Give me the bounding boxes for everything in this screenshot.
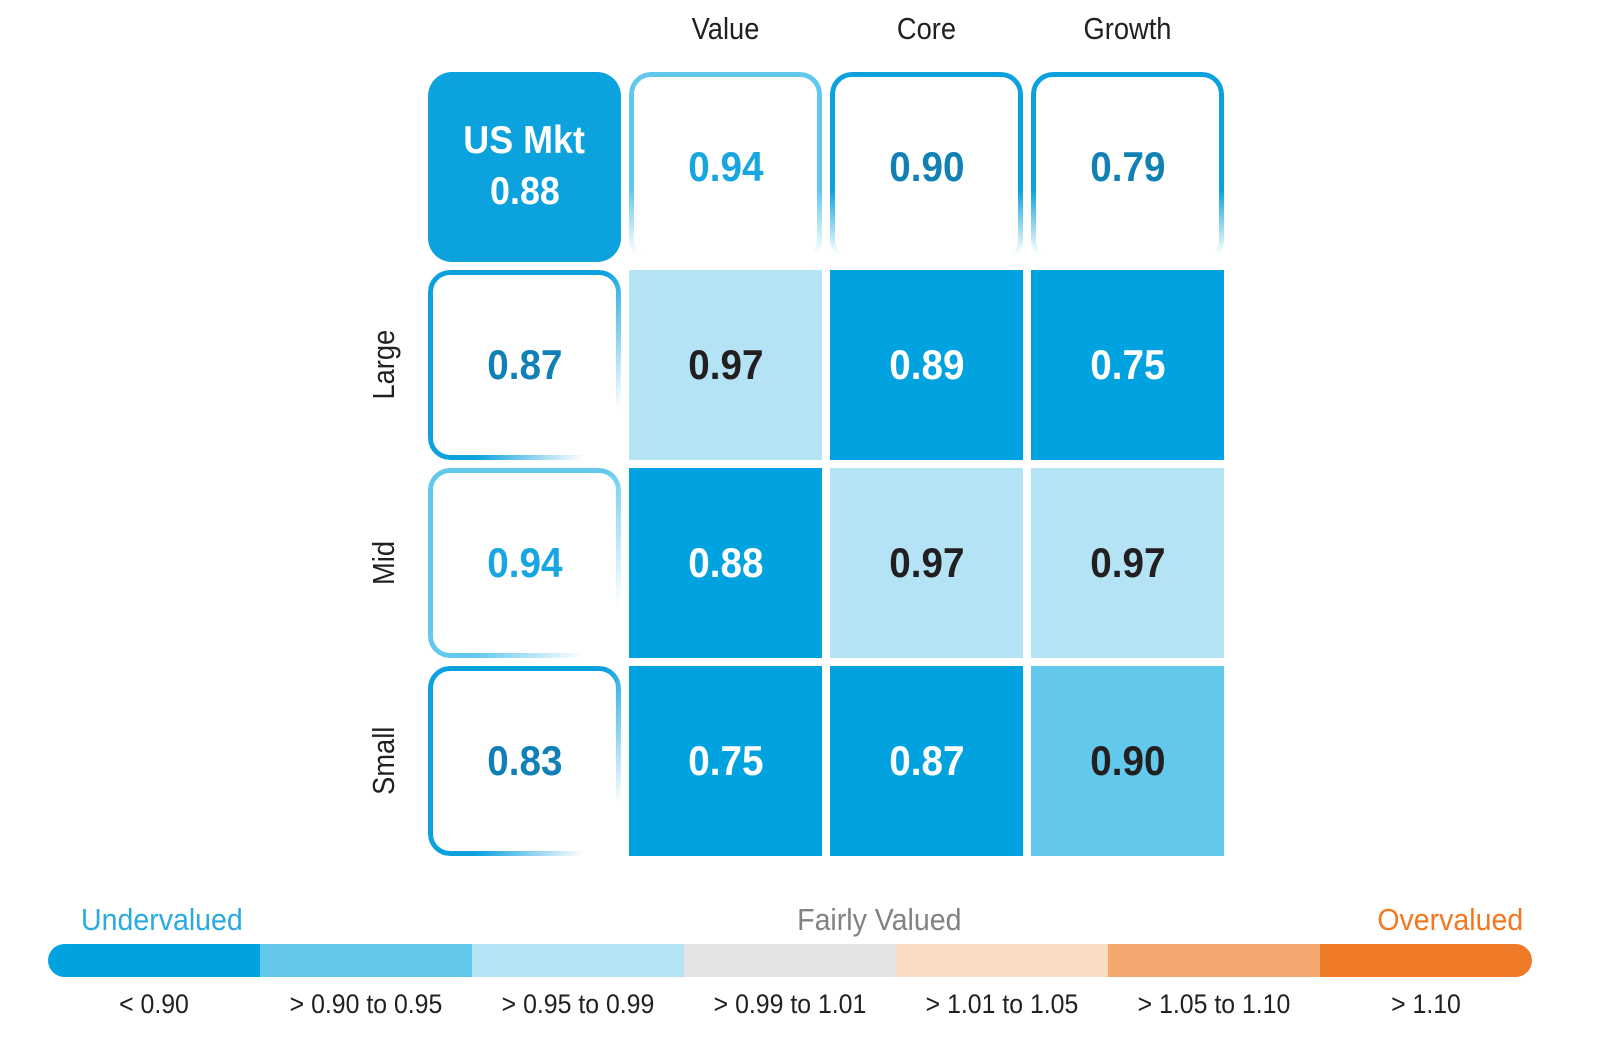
legend-range-3: > 0.95 to 0.99 xyxy=(501,989,655,1019)
legend-range-1: < 0.90 xyxy=(119,989,189,1019)
valuation-matrix: US Mkt 0.88 0.94 0.90 0.79 0.87 0.97 0.8… xyxy=(428,72,1224,856)
legend-segment-6 xyxy=(1108,944,1320,977)
legend-range-labels: < 0.90 > 0.90 to 0.95 > 0.95 to 0.99 > 0… xyxy=(48,989,1532,1020)
cell-mid-value: 0.88 xyxy=(629,468,822,658)
overall-label: US Mkt xyxy=(463,119,586,163)
column-header-core: Core xyxy=(896,11,957,46)
row-summary-large: 0.87 xyxy=(428,270,621,460)
cell-small-core: 0.87 xyxy=(830,666,1023,856)
column-header-growth: Growth xyxy=(1083,11,1172,46)
legend-range-6: > 1.05 to 1.10 xyxy=(1137,989,1291,1019)
cell-large-value: 0.97 xyxy=(629,270,822,460)
row-header-small: Small xyxy=(366,726,401,796)
legend-segment-3 xyxy=(472,944,684,977)
cell-small-growth: 0.90 xyxy=(1031,666,1224,856)
column-summary-value: 0.94 xyxy=(629,72,822,262)
cell-small-value: 0.75 xyxy=(629,666,822,856)
legend-captions: Undervalued Fairly Valued Overvalued xyxy=(48,894,1532,938)
fairly-valued-label: Fairly Valued xyxy=(797,902,962,937)
legend-range-2: > 0.90 to 0.95 xyxy=(289,989,443,1019)
row-header-mid: Mid xyxy=(366,541,401,585)
row-summary-mid: 0.94 xyxy=(428,468,621,658)
column-summary-growth: 0.79 xyxy=(1031,72,1224,262)
overvalued-label: Overvalued xyxy=(1377,902,1524,937)
legend-segment-5 xyxy=(896,944,1108,977)
column-header-value: Value xyxy=(691,11,760,46)
legend-range-4: > 0.99 to 1.01 xyxy=(713,989,867,1019)
legend-segment-7 xyxy=(1320,944,1532,977)
undervalued-label: Undervalued xyxy=(81,902,243,937)
legend-range-7: > 1.10 xyxy=(1391,989,1461,1019)
legend-range-5: > 1.01 to 1.05 xyxy=(925,989,1079,1019)
cell-large-growth: 0.75 xyxy=(1031,270,1224,460)
column-headers: Value Core Growth xyxy=(629,6,1224,52)
legend-color-bar xyxy=(48,944,1532,977)
legend-segment-1 xyxy=(48,944,260,977)
cell-mid-growth: 0.97 xyxy=(1031,468,1224,658)
overall-us-market-box: US Mkt 0.88 xyxy=(428,72,621,262)
row-summary-small: 0.83 xyxy=(428,666,621,856)
cell-mid-core: 0.97 xyxy=(830,468,1023,658)
cell-large-core: 0.89 xyxy=(830,270,1023,460)
valuation-legend: Undervalued Fairly Valued Overvalued < 0… xyxy=(48,894,1532,1020)
row-header-large: Large xyxy=(366,330,401,400)
column-summary-core: 0.90 xyxy=(830,72,1023,262)
legend-segment-4 xyxy=(684,944,896,977)
overall-value: 0.88 xyxy=(489,170,560,213)
legend-segment-2 xyxy=(260,944,472,977)
